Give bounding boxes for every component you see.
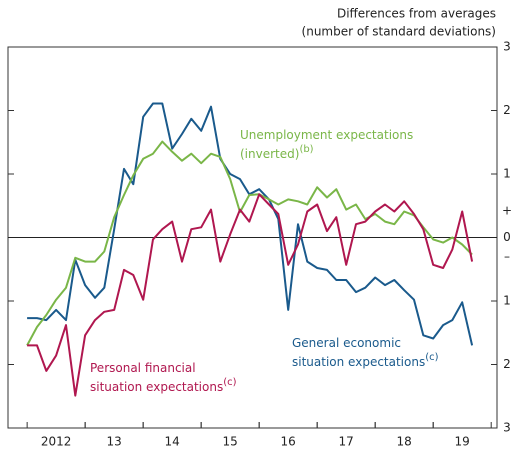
series-label-text: Personal financial bbox=[90, 361, 196, 375]
x-tick-label: 18 bbox=[397, 435, 412, 449]
y-tick-label: 3 bbox=[503, 40, 511, 54]
x-tick-label: 2012 bbox=[41, 435, 72, 449]
series-label: General economic bbox=[292, 336, 401, 350]
y-sign-label: – bbox=[504, 250, 510, 264]
series-label: Personal financial bbox=[90, 361, 196, 375]
series-label-text: situation expectations bbox=[90, 380, 223, 394]
y-label-line: (number of standard deviations) bbox=[302, 25, 496, 39]
y-tick-label: 1 bbox=[503, 294, 511, 308]
series-label-note: (b) bbox=[299, 144, 313, 155]
y-tick-label: 1 bbox=[503, 167, 511, 181]
x-tick-label: 14 bbox=[165, 435, 180, 449]
y-tick-label: 0 bbox=[503, 230, 511, 244]
series-label: situation expectations(c) bbox=[90, 377, 237, 394]
series-line bbox=[27, 193, 474, 397]
series-label-text: General economic bbox=[292, 336, 401, 350]
x-tick-label: 17 bbox=[339, 435, 354, 449]
x-tick-label: 13 bbox=[107, 435, 122, 449]
x-tick-label: 16 bbox=[281, 435, 296, 449]
x-tick-label: 15 bbox=[223, 435, 238, 449]
series-label: (inverted)(b) bbox=[240, 144, 314, 161]
series-label: situation expectations(c) bbox=[292, 352, 439, 369]
y-label-line: Differences from averages bbox=[337, 7, 496, 21]
y-sign-label: + bbox=[502, 204, 512, 218]
y-tick-label: 3 bbox=[503, 421, 511, 435]
series-label-text: situation expectations bbox=[292, 355, 425, 369]
series-label-text: (inverted) bbox=[240, 147, 299, 161]
y-tick-label: 2 bbox=[503, 103, 511, 117]
series-label-note: (c) bbox=[425, 352, 438, 363]
series-label-note: (c) bbox=[223, 377, 236, 388]
y-tick-label: 2 bbox=[503, 357, 511, 371]
series-label: Unemployment expectations bbox=[240, 128, 413, 142]
x-tick-label: 19 bbox=[455, 435, 470, 449]
series-line bbox=[26, 140, 473, 346]
series-label-text: Unemployment expectations bbox=[240, 128, 413, 142]
